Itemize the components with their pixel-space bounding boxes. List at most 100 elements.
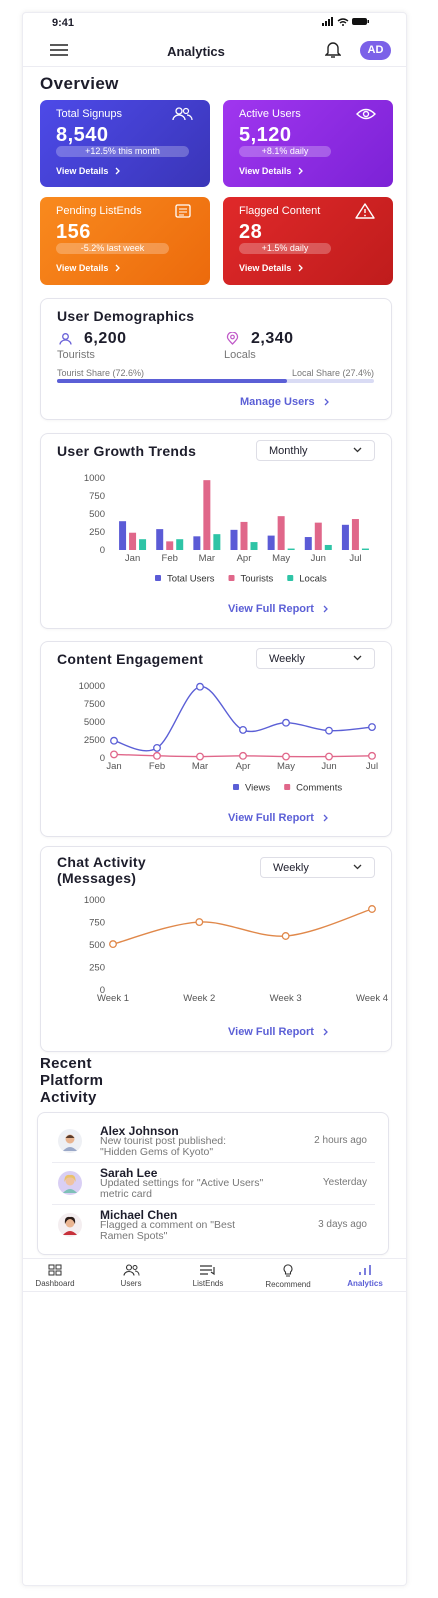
card-change: +12.5% this month [56, 146, 189, 157]
chevron-down [353, 447, 362, 453]
tourists-value: 6,200 [84, 330, 127, 347]
dropdown-text: Monthly [269, 445, 308, 457]
activity-time: 3 days ago [318, 1219, 367, 1230]
chevron [298, 264, 304, 272]
dropdown-text: Weekly [273, 862, 309, 874]
avatar-button[interactable]: AD [360, 41, 391, 60]
card-link[interactable]: View Details [239, 263, 304, 273]
period-dropdown[interactable]: Weekly [260, 857, 375, 878]
card-icon [356, 108, 376, 120]
engagement-card [40, 641, 392, 837]
card-value: 28 [239, 221, 263, 243]
chat-card [40, 846, 392, 1052]
nav-label: Recommend [265, 1280, 311, 1289]
stat-card[interactable]: Total Signups 8,540 +12.5% this month Vi… [40, 100, 210, 187]
card-link[interactable]: View Details [56, 166, 121, 176]
nav-item[interactable]: ListEnds [173, 1264, 243, 1288]
header-divider [23, 66, 406, 67]
nav-label: Users [120, 1279, 142, 1288]
card-icon [172, 107, 193, 121]
locals-value: 2,340 [251, 330, 294, 347]
nav-icon [48, 1264, 62, 1276]
card-title: User Growth Trends [57, 443, 197, 459]
dropdown-text: Weekly [269, 653, 305, 665]
card-change: -5.2% last week [56, 243, 169, 254]
activity-text: Flagged a comment on "Best Ramen Spots" [100, 1219, 236, 1242]
chevron [323, 814, 328, 822]
notification-button[interactable] [325, 41, 341, 59]
nav-label: Analytics [347, 1279, 383, 1288]
activity-text: New tourist post published: "Hidden Gems… [100, 1135, 227, 1158]
section-title: Overview [40, 74, 119, 93]
card-title: Pending ListEnds [56, 205, 142, 217]
menu-button[interactable] [50, 44, 68, 56]
nav-divider [23, 1291, 406, 1292]
user-avatar [58, 1213, 82, 1237]
chevron [115, 167, 121, 175]
report-link[interactable]: View Full Report [228, 812, 328, 824]
user-avatar [58, 1129, 82, 1153]
chevron-down [353, 864, 362, 870]
period-dropdown[interactable]: Monthly [256, 440, 375, 461]
nav-label: Dashboard [35, 1279, 75, 1288]
card-title: Active Users [239, 108, 301, 120]
chevron [323, 1028, 328, 1036]
card-change: +1.5% daily [239, 243, 331, 254]
card-title: Chat Activity (Messages) [57, 854, 146, 886]
chevron [115, 264, 121, 272]
stat-card[interactable]: Pending ListEnds 156 -5.2% last week Vie… [40, 197, 210, 285]
divider [52, 1204, 375, 1205]
locals-icon [226, 332, 239, 345]
card-title: User Demographics [57, 308, 195, 324]
card-title: Content Engagement [57, 651, 204, 667]
chevron-down [353, 655, 362, 661]
activity-card [37, 1112, 389, 1255]
report-link[interactable]: View Full Report [228, 1026, 328, 1038]
activity-name: Michael Chen [100, 1208, 178, 1222]
nav-item[interactable]: Users [96, 1264, 166, 1288]
nav-item[interactable]: Recommend [253, 1264, 323, 1289]
divider [52, 1162, 375, 1163]
report-link[interactable]: View Full Report [228, 603, 328, 615]
share-track [57, 379, 374, 383]
user-avatar [58, 1171, 82, 1195]
section-title: Recent Platform Activity [40, 1055, 104, 1106]
link-text: View Full Report [228, 603, 314, 615]
link-text: View Details [56, 166, 109, 176]
activity-text: Updated settings for "Active Users" metr… [100, 1177, 264, 1200]
card-value: 156 [56, 221, 91, 243]
activity-time: Yesterday [322, 1177, 367, 1188]
link-text: View Details [239, 263, 292, 273]
stat-card[interactable]: Active Users 5,120 +8.1% daily View Deta… [223, 100, 393, 187]
activity-name: Alex Johnson [100, 1124, 179, 1138]
status-time: 9:41 [52, 17, 75, 29]
stat-card[interactable]: Flagged Content 28 +1.5% daily View Deta… [223, 197, 393, 285]
nav-item-active[interactable]: Analytics [330, 1264, 400, 1288]
share-bar [57, 379, 288, 383]
link-text: Manage Users [240, 396, 315, 408]
card-title: Flagged Content [239, 205, 321, 217]
card-icon [175, 204, 191, 218]
tourist-icon [59, 333, 72, 345]
manage-users-link[interactable]: Manage Users [240, 396, 329, 408]
local-share-label: Local Share (27.4%) [291, 368, 374, 378]
chevron [324, 398, 329, 406]
tourist-share-label: Tourist Share (72.6%) [57, 368, 145, 378]
card-link[interactable]: View Details [56, 263, 121, 273]
locals-label: Locals [224, 349, 256, 361]
nav-icon [200, 1265, 215, 1276]
tourists-label: Tourists [57, 349, 95, 361]
nav-item[interactable]: Dashboard [20, 1264, 90, 1288]
card-change: +8.1% daily [239, 146, 331, 157]
card-link[interactable]: View Details [239, 166, 304, 176]
card-value: 5,120 [239, 124, 292, 146]
nav-icon [123, 1264, 140, 1276]
period-dropdown[interactable]: Weekly [256, 648, 375, 669]
link-text: View Full Report [228, 1026, 314, 1038]
nav-icon [359, 1265, 371, 1275]
activity-name: Sarah Lee [100, 1166, 158, 1180]
header-title: Analytics [167, 44, 225, 59]
nav-icon [283, 1264, 293, 1277]
card-value: 8,540 [56, 124, 109, 146]
